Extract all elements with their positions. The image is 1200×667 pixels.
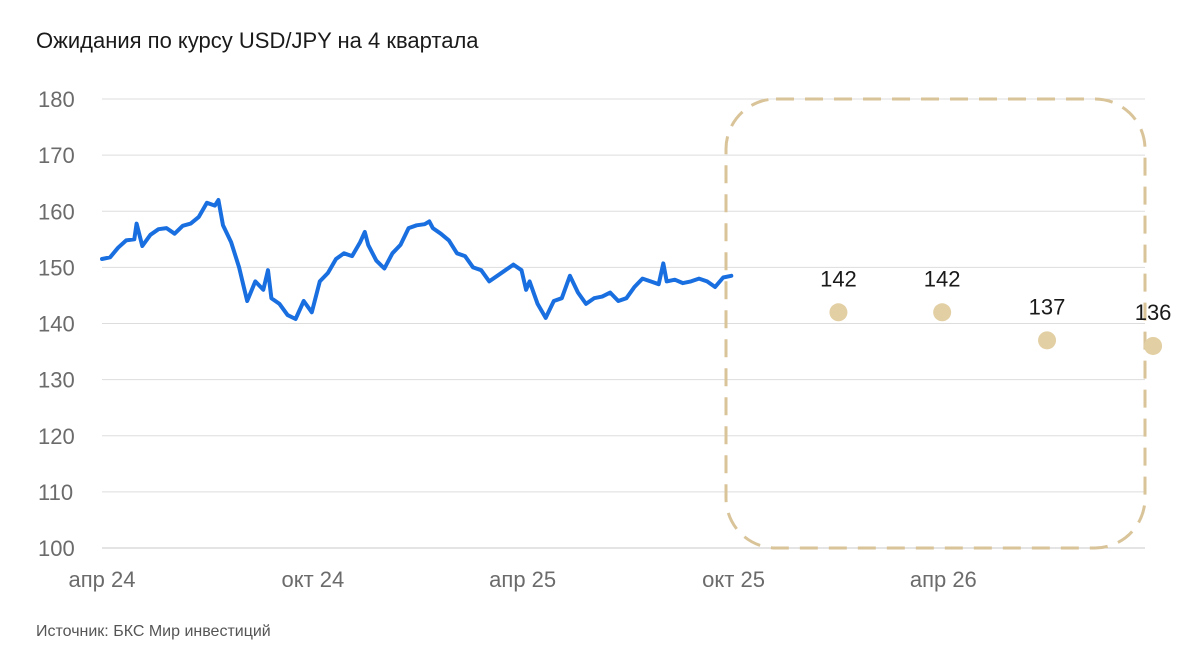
forecast-point [1038,331,1057,350]
forecast-value-label: 142 [924,266,961,291]
forecast-value-label: 137 [1029,294,1066,319]
forecast-box [724,97,1147,550]
y-tick-label: 150 [38,255,75,280]
x-tick-label: апр 24 [69,567,136,592]
forecast-point [933,303,952,322]
forecast-value-label: 136 [1135,300,1172,325]
x-tick-label: апр 25 [489,567,556,592]
forecast-value-label: 142 [820,266,857,291]
y-tick-label: 140 [38,312,75,337]
y-tick-label: 130 [38,368,75,393]
y-tick-label: 120 [38,424,75,449]
forecast-point [829,303,848,322]
y-tick-label: 170 [38,143,75,168]
usdjpy-history-line [100,198,734,321]
forecast-point [1144,336,1163,355]
source-note: Источник: БКС Мир инвестиций [36,623,271,640]
y-tick-label: 100 [38,536,75,561]
y-tick-label: 180 [38,87,75,112]
x-tick-label: окт 24 [282,567,345,592]
y-tick-label: 160 [38,199,75,224]
x-tick-label: окт 25 [702,567,765,592]
x-tick-label: апр 26 [910,567,977,592]
chart-title: Ожидания по курсу USD/JPY на 4 квартала [36,28,479,53]
y-tick-label: 110 [38,480,73,505]
